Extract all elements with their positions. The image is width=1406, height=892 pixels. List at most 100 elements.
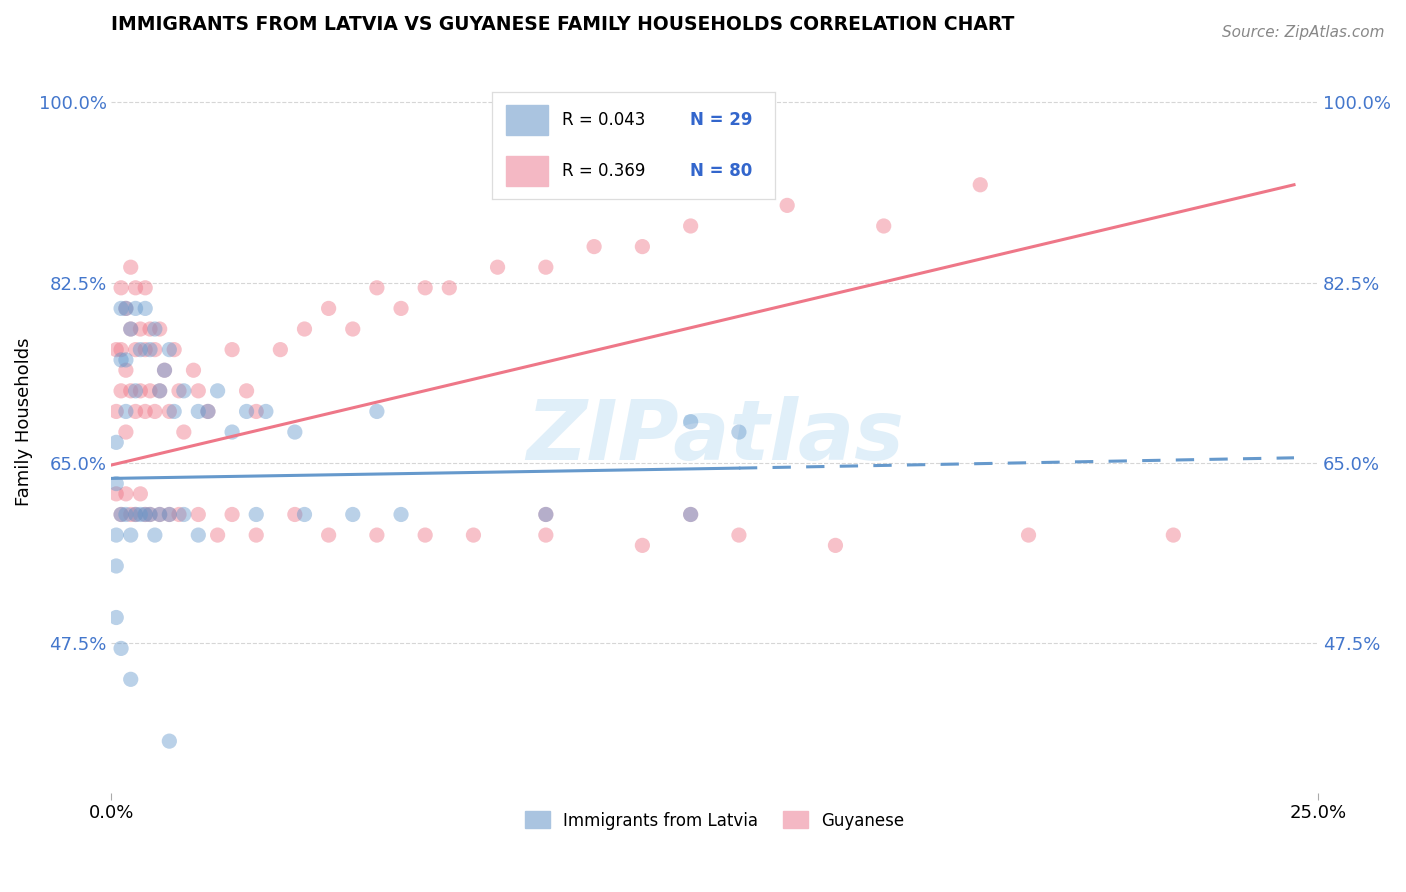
Point [143,404,166,418]
Point [120,322,142,336]
Point [1018,528,1040,542]
Point [163,343,186,357]
Point [389,301,412,316]
Point [463,528,485,542]
Point [105,487,128,501]
Point [115,487,138,501]
Point [235,384,257,398]
Point [110,508,132,522]
Point [115,301,138,316]
Point [124,384,146,398]
Point [197,404,219,418]
Point [245,508,267,522]
Point [157,508,180,522]
Point [173,384,195,398]
Point [342,322,364,336]
Point [221,343,243,357]
Point [183,363,205,377]
Point [134,281,156,295]
Point [110,384,132,398]
Point [115,508,138,522]
Point [139,384,162,398]
Point [187,384,209,398]
Point [824,538,846,552]
Legend: Immigrants from Latvia, Guyanese: Immigrants from Latvia, Guyanese [519,805,911,836]
Point [413,281,436,295]
Point [207,528,229,542]
Point [129,322,152,336]
Point [120,673,142,687]
Point [115,301,138,316]
Point [149,508,172,522]
Point [124,301,146,316]
Point [105,559,128,574]
Point [439,281,461,295]
Point [139,508,162,522]
Point [254,404,277,418]
Point [129,384,152,398]
Point [124,404,146,418]
Point [486,260,509,275]
Point [679,219,702,233]
Point [318,301,340,316]
Point [110,508,132,522]
Point [187,528,209,542]
Point [149,384,172,398]
Point [679,508,702,522]
Point [134,301,156,316]
Point [134,508,156,522]
Text: ZIPatlas: ZIPatlas [526,396,904,477]
Point [110,343,132,357]
Point [120,508,142,522]
Point [143,343,166,357]
Point [153,363,176,377]
Point [105,343,128,357]
Text: Source: ZipAtlas.com: Source: ZipAtlas.com [1222,25,1385,40]
Point [124,508,146,522]
Point [221,425,243,439]
Point [197,404,219,418]
Point [124,281,146,295]
Point [129,487,152,501]
Y-axis label: Family Households: Family Households [15,337,32,506]
Point [679,508,702,522]
Point [534,508,557,522]
Point [124,508,146,522]
Point [105,476,128,491]
Point [143,322,166,336]
Point [149,322,172,336]
Point [115,404,138,418]
Point [366,281,388,295]
Point [110,301,132,316]
Point [110,353,132,368]
Point [105,528,128,542]
Point [157,734,180,748]
Point [105,435,128,450]
Point [129,343,152,357]
Point [294,508,316,522]
Point [187,404,209,418]
Point [139,508,162,522]
Point [728,425,751,439]
Point [167,508,190,522]
Point [115,353,138,368]
Point [149,508,172,522]
Point [534,528,557,542]
Point [167,384,190,398]
Point [105,404,128,418]
Point [110,281,132,295]
Point [235,404,257,418]
Point [366,528,388,542]
Point [631,239,654,253]
Point [157,404,180,418]
Point [139,322,162,336]
Point [134,404,156,418]
Point [245,528,267,542]
Text: IMMIGRANTS FROM LATVIA VS GUYANESE FAMILY HOUSEHOLDS CORRELATION CHART: IMMIGRANTS FROM LATVIA VS GUYANESE FAMIL… [111,15,1015,34]
Point [221,508,243,522]
Point [124,343,146,357]
Point [153,363,176,377]
Point [120,528,142,542]
Point [173,425,195,439]
Point [679,415,702,429]
